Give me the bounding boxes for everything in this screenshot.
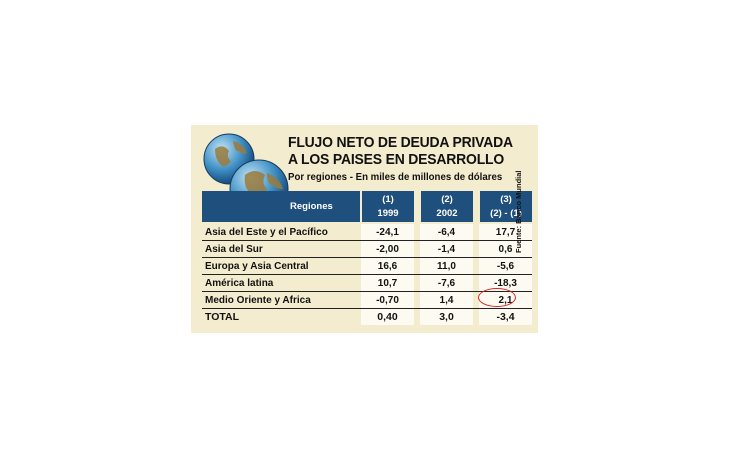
- title-line-2: A LOS PAISES EN DESARROLLO: [288, 151, 505, 168]
- total-diff-cell: -3,4: [479, 308, 532, 325]
- column-header-regions: Regiones: [202, 191, 361, 223]
- value-1999-cell: 10,7: [361, 274, 414, 292]
- value-diff-cell: 17,7: [479, 222, 532, 241]
- region-cell: América latina: [202, 274, 361, 292]
- total-label-cell: TOTAL: [202, 308, 361, 325]
- total-row: TOTAL 0,40 3,0 -3,4: [202, 308, 532, 325]
- value-2002-cell: -1,4: [420, 240, 473, 258]
- chart-subtitle: Por regiones - En miles de millones de d…: [288, 171, 503, 183]
- value-1999-cell: 16,6: [361, 257, 414, 275]
- chart-title: FLUJO NETO DE DEUDA PRIVADA A LOS PAISES…: [288, 134, 519, 168]
- value-diff-cell: 0,6: [479, 240, 532, 258]
- value-1999-cell: -24,1: [361, 222, 414, 241]
- source-note: Fuente: Banco Mundial: [514, 170, 523, 254]
- value-2002-cell: -7,6: [420, 274, 473, 292]
- infographic-card: FLUJO NETO DE DEUDA PRIVADA A LOS PAISES…: [191, 125, 538, 333]
- region-cell: Medio Oriente y Africa: [202, 291, 361, 309]
- value-2002-cell: 1,4: [420, 291, 473, 309]
- table-row: Asia del Sur -2,00 -1,4 0,6: [202, 240, 532, 258]
- region-cell: Europa y Asia Central: [202, 257, 361, 275]
- value-2002-cell: -6,4: [420, 222, 473, 241]
- column-header-1999: (1) 1999: [360, 191, 414, 223]
- column-num: (1): [382, 193, 394, 205]
- region-cell: Asia del Este y el Pacífico: [202, 222, 361, 241]
- column-header-2002: (2) 2002: [419, 191, 473, 223]
- value-1999-cell: -0,70: [361, 291, 414, 309]
- table-row: Europa y Asia Central 16,6 11,0 -5,6: [202, 257, 532, 275]
- column-num: (3): [500, 193, 512, 205]
- table-header-row: Regiones (1) 1999 (2) 2002 (3) (2) - (1): [202, 191, 532, 223]
- column-header-diff: (3) (2) - (1): [478, 191, 532, 223]
- column-label: (2) - (1): [490, 207, 522, 219]
- column-num: (2): [441, 193, 453, 205]
- value-1999-cell: -2,00: [361, 240, 414, 258]
- data-table: Regiones (1) 1999 (2) 2002 (3) (2) - (1): [202, 191, 532, 325]
- column-label: 2002: [436, 207, 458, 219]
- value-diff-cell: -5,6: [479, 257, 532, 275]
- region-cell: Asia del Sur: [202, 240, 361, 258]
- total-1999-cell: 0,40: [361, 308, 414, 325]
- table-row: Asia del Este y el Pacífico -24,1 -6,4 1…: [202, 222, 532, 241]
- highlight-circle: [478, 288, 516, 307]
- title-line-1: FLUJO NETO DE DEUDA PRIVADA: [288, 134, 513, 151]
- table-row: América latina 10,7 -7,6 -18,3: [202, 274, 532, 292]
- value-2002-cell: 11,0: [420, 257, 473, 275]
- total-2002-cell: 3,0: [420, 308, 473, 325]
- column-label: 1999: [377, 207, 399, 219]
